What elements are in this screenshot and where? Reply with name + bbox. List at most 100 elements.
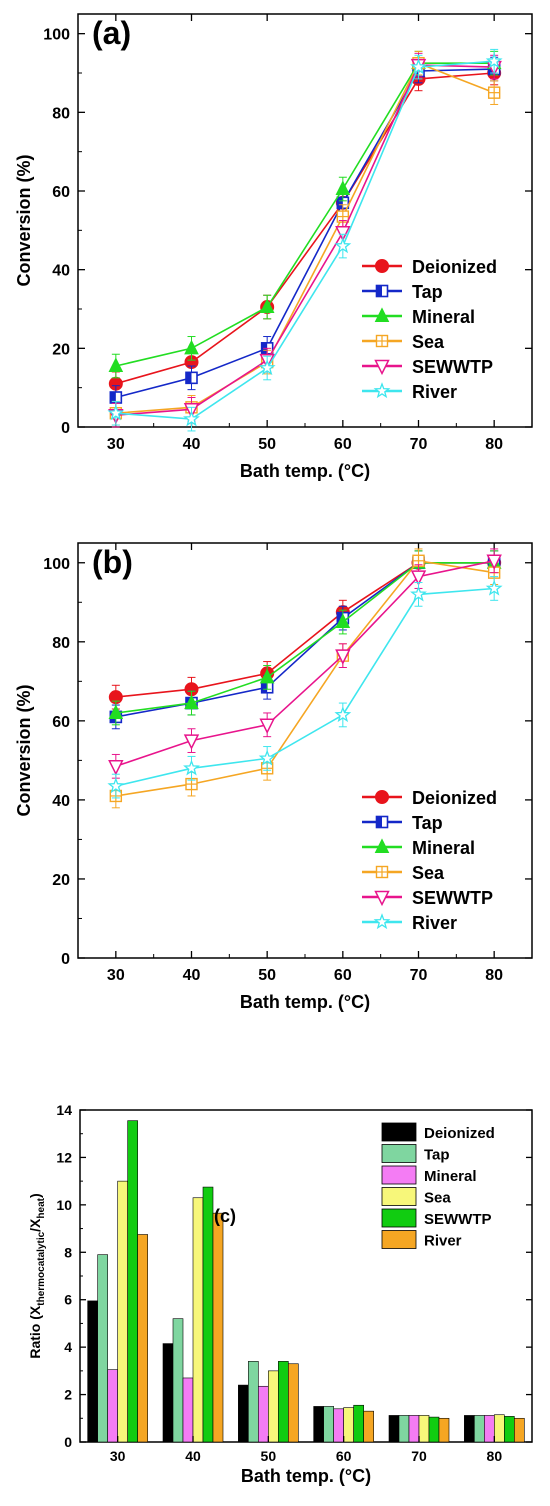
legend-swatch [381,1144,417,1163]
data-point [184,339,199,355]
bar-chart-c: 0 2 4 6 8 10 12 14 30 40 50 60 70 80 Bath temp. (°C) Ra… [27,1102,533,1486]
x-tick-label: 70 [410,967,428,984]
legend-label: Tap [412,282,443,302]
series-mineral [108,550,502,726]
series-line [115,60,495,420]
data-point [334,237,352,254]
legend-label: Mineral [412,838,475,858]
bar-sewwtp-70 [428,1416,440,1443]
series-sewwtp [108,548,502,779]
x-tick-label: 60 [334,436,352,453]
y-axis-label: Conversion (%) [14,684,34,816]
data-point [335,613,351,629]
data-point [410,585,427,602]
data-point [259,298,275,314]
bar-mineral-70 [408,1415,420,1443]
legend-swatch [381,1165,417,1185]
data-point [410,570,427,586]
legend-swatch [381,1230,417,1249]
bar-tap-50 [248,1361,259,1443]
y-axis-label: Conversion (%) [14,154,34,286]
x-tick-label: 80 [487,1448,503,1464]
data-point [486,554,502,570]
series-line [115,62,495,414]
data-point [485,579,503,596]
series-river [107,576,503,799]
legend-label: River [424,1233,462,1250]
x-tick-label: 70 [410,436,428,453]
data-point [259,718,275,734]
legend-label: SEWWTP [412,357,493,377]
data-point [183,759,200,776]
x-tick-label: 60 [334,967,352,984]
series-river [107,48,503,432]
data-point [335,180,351,196]
x-tick-label: 50 [258,436,276,453]
data-point [334,706,352,723]
data-point [335,649,351,665]
bar-river-60 [363,1410,374,1443]
y-tick-label: 100 [43,556,70,573]
data-point [487,86,501,99]
x-tick-label: 50 [261,1448,277,1464]
line-chart-b: 30 40 50 60 70 80 0 20 40 60 80 100 Bath temp. (°C) C… [14,542,533,1012]
bar-sea-40 [192,1197,204,1443]
legend-label: Mineral [412,307,475,327]
x-axis-label: Bath temp. (°C) [240,461,370,481]
series-line [115,68,495,399]
data-point [184,694,199,710]
bar-sea-70 [418,1415,430,1443]
bar-river-30 [137,1234,148,1443]
series-line [115,72,495,385]
series-line [115,561,495,698]
bar-sea-60 [343,1407,354,1443]
legend: Deionized Tap Mineral Sea SEWWTP River [362,257,497,402]
y-tick-label: 80 [52,635,70,652]
data-point [107,404,125,421]
legend-label: SEWWTP [412,888,493,908]
legend: Deionized Tap Mineral Sea SEWWTP River [381,1122,495,1250]
legend-label: Sea [412,863,445,883]
legend-label: Tap [412,813,443,833]
x-tick-label: 60 [336,1448,352,1464]
series-line [115,560,495,768]
y-tick-label: 60 [52,184,70,201]
x-axis-label: Bath temp. (°C) [240,992,370,1012]
bar-sewwtp-30 [127,1120,138,1443]
bar-river-80 [514,1417,525,1443]
y-tick-label: 0 [61,951,70,968]
x-tick-label: 30 [107,967,125,984]
legend-marker [374,359,390,376]
legend-marker [374,890,390,907]
data-point [107,777,125,794]
series-line [115,561,495,718]
y-tick-label: 12 [56,1149,72,1165]
data-point [410,58,427,75]
legend-label: Deionized [412,788,497,808]
bar-mineral-50 [258,1385,269,1443]
bar-deionized-70 [388,1415,400,1443]
y-tick-label: 0 [61,420,70,437]
bar-mineral-40 [182,1377,194,1443]
x-tick-label: 50 [258,967,276,984]
bar-tap-80 [474,1415,485,1443]
data-point [335,226,351,242]
legend-marker [375,259,389,273]
legend-marker [375,334,389,348]
legend-label: Deionized [412,257,497,277]
bar-tap-30 [97,1254,108,1443]
x-tick-label: 30 [107,436,125,453]
y-tick-label: 80 [52,105,70,122]
data-point [259,668,275,684]
legend-label: Sea [412,332,445,352]
y-tick-label: 6 [64,1292,72,1308]
legend-marker [375,865,389,879]
bar-river-40 [212,1212,224,1443]
bar-mineral-60 [333,1408,344,1443]
x-tick-label: 70 [411,1448,427,1464]
y-tick-label: 40 [52,793,70,810]
series-tap [109,550,501,730]
bar-sea-50 [268,1370,279,1443]
legend-marker [374,307,390,322]
bar-deionized-60 [313,1406,324,1443]
